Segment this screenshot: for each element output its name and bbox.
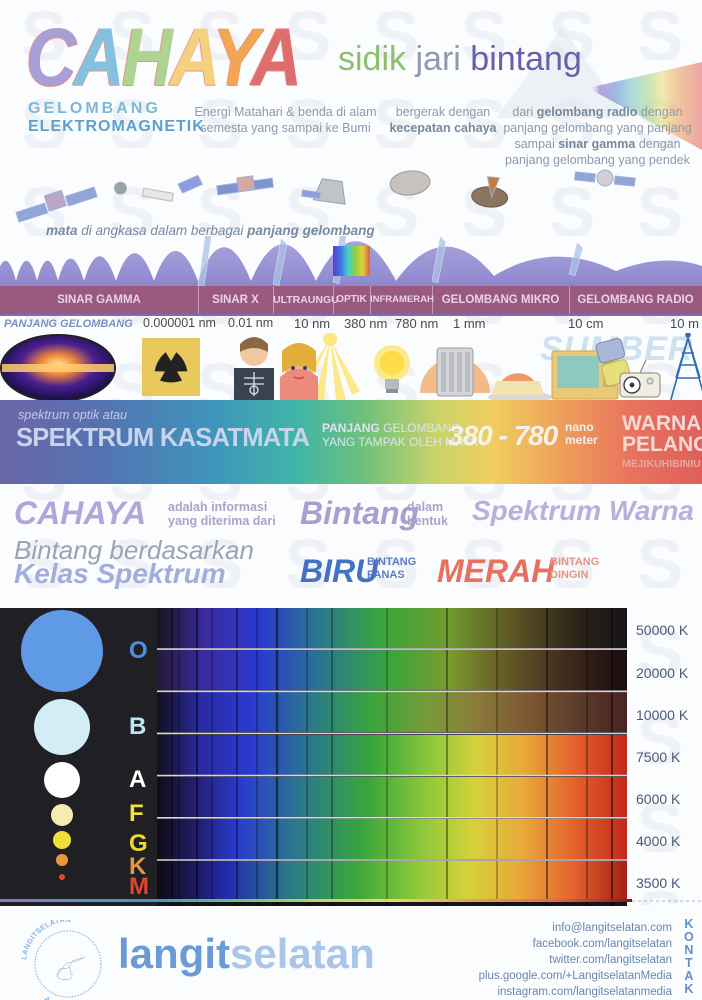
- svg-text:LANGITSELATAN: LANGITSELATAN: [19, 920, 70, 960]
- svg-text:ASTRO 101: ASTRO 101: [43, 996, 87, 1000]
